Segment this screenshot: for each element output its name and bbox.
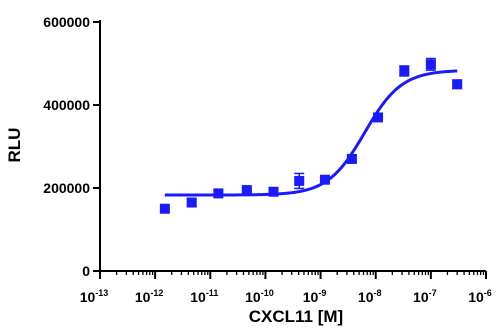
y-tick-label: 600000 [43,14,90,30]
fit-curve-layer [164,69,458,197]
x-tick-label: 10-8 [358,288,382,305]
y-tick-label: 200000 [43,180,90,196]
x-tick-label: 10-10 [245,288,274,305]
data-points-layer [159,57,463,214]
x-tick-label: 10-7 [413,288,437,305]
y-axis-title: RLU [5,128,24,163]
x-tick-label: 10-6 [468,288,492,305]
data-point [213,188,224,199]
fit-curve [164,69,458,197]
data-point [346,153,357,164]
data-point [452,79,463,90]
data-point [319,174,330,185]
data-point [241,185,252,196]
x-tick-label: 10-12 [135,288,164,305]
x-axis-title: CXCL11 [M] [249,307,343,326]
x-tick-label: 10-13 [80,288,109,305]
x-axis: 10-13 10-12 10-11 10-10 10-9 10-8 10-7 10-6 [80,270,492,305]
data-point [159,203,170,214]
x-tick-label: 10-11 [190,288,218,305]
y-tick-label: 0 [82,263,90,279]
x-tick-label: 10-9 [303,288,327,305]
y-axis: 0 200000 400000 600000 [43,14,101,279]
data-point [294,175,305,186]
data-point [186,197,197,208]
data-point [399,65,410,76]
y-tick-label: 400000 [43,97,90,113]
data-point [268,186,279,197]
data-point [425,59,436,70]
data-point [372,112,383,123]
